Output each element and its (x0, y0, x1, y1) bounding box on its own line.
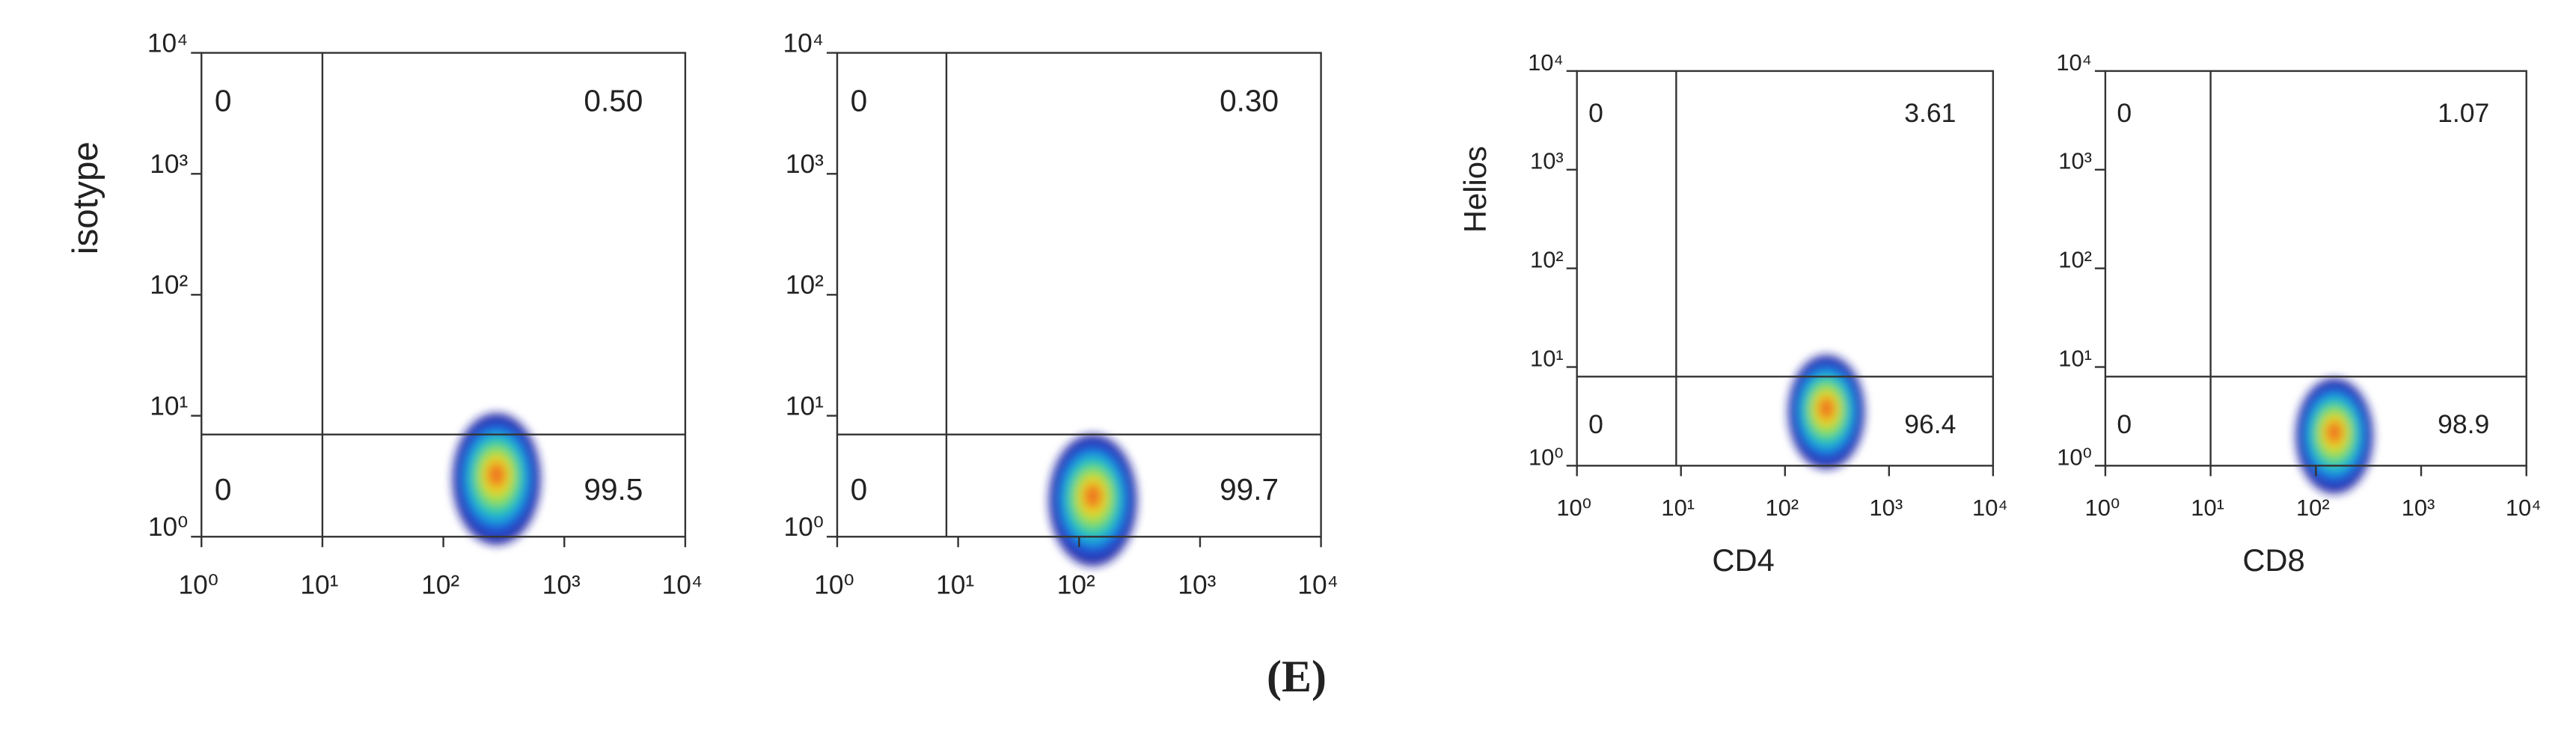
y-tick-label: 10⁴ (147, 28, 188, 58)
x-tick-label: 10⁴ (662, 571, 703, 600)
population (1787, 355, 1865, 469)
quadrant-percent: 0 (851, 472, 868, 507)
quadrant-percent: 98.9 (2438, 409, 2489, 439)
quadrant-percent: 96.4 (1904, 409, 1956, 439)
x-tick-label: 10³ (542, 571, 581, 600)
population (1048, 434, 1137, 566)
quadrant-percent: 0.50 (584, 83, 643, 117)
y-tick-label: 10⁴ (783, 28, 824, 58)
x-axis-label: CD4 (1712, 542, 1774, 578)
x-tick-label: 10⁰ (179, 571, 218, 600)
y-tick-label: 10³ (150, 150, 188, 179)
x-tick-label: 10⁰ (1556, 495, 1591, 521)
y-axis-label: Helios (1457, 146, 1493, 233)
quadrant-percent: 0 (851, 83, 868, 117)
plot-frame (201, 52, 687, 538)
population (2295, 378, 2373, 494)
quadrant-percent: 1.07 (2438, 98, 2489, 128)
y-tick-label: 10⁰ (2057, 444, 2092, 470)
x-tick-label: 10² (1765, 495, 1799, 521)
quadrant-percent: 0 (1588, 98, 1603, 128)
x-tick-label: 10³ (1869, 495, 1903, 521)
quadrant-percent: 0 (2117, 409, 2132, 439)
x-tick-label: 10⁰ (814, 571, 854, 600)
x-tick-label: 10⁴ (1972, 495, 2008, 521)
x-tick-label: 10¹ (300, 571, 338, 600)
x-axis-label: CD8 (2242, 542, 2304, 578)
quadrant-percent: 3.61 (1904, 98, 1956, 128)
x-tick-label: 10⁴ (1297, 571, 1338, 600)
x-tick-label: 10¹ (936, 571, 974, 600)
y-tick-label: 10⁴ (1528, 49, 1564, 76)
x-tick-label: 10² (1057, 571, 1095, 600)
quadrant-percent: 99.7 (1220, 472, 1279, 507)
y-tick-label: 10² (150, 271, 188, 300)
y-tick-label: 10⁰ (1529, 444, 1564, 470)
x-tick-label: 10³ (1178, 571, 1216, 600)
y-tick-label: 10³ (2058, 148, 2092, 174)
quadrant-percent: 99.5 (584, 472, 643, 507)
y-tick-label: 10⁰ (148, 513, 188, 542)
plot-frame (1576, 70, 1995, 467)
quadrant-percent: 0.30 (1220, 83, 1279, 117)
x-tick-label: 10² (421, 571, 459, 600)
y-tick-label: 10² (2058, 247, 2092, 273)
y-tick-label: 10¹ (786, 391, 824, 421)
figure-caption: (E) (1267, 652, 1327, 701)
x-tick-label: 10⁴ (2506, 495, 2542, 521)
x-tick-label: 10¹ (2191, 495, 2224, 521)
x-tick-label: 10² (2296, 495, 2330, 521)
density-level (1083, 484, 1102, 509)
y-axis-label: isotype (66, 141, 105, 254)
x-tick-label: 10¹ (1661, 495, 1695, 521)
x-tick-label: 10⁰ (2085, 495, 2120, 521)
density-level (2326, 421, 2343, 444)
y-tick-label: 10² (1530, 247, 1564, 273)
y-tick-label: 10¹ (150, 391, 188, 421)
y-tick-label: 10¹ (1530, 345, 1564, 371)
quadrant-percent: 0 (1588, 409, 1603, 439)
y-tick-label: 10⁴ (2056, 49, 2092, 76)
y-tick-label: 10² (786, 271, 824, 300)
y-tick-label: 10⁰ (784, 513, 824, 542)
density-level (1818, 397, 1835, 420)
quadrant-percent: 0 (215, 83, 232, 117)
y-tick-label: 10¹ (2058, 345, 2092, 371)
population (452, 413, 541, 545)
x-tick-label: 10³ (2402, 495, 2435, 521)
y-tick-label: 10³ (786, 150, 824, 179)
quadrant-percent: 0 (2117, 98, 2132, 128)
density-level (487, 462, 506, 487)
quadrant-percent: 0 (215, 472, 232, 507)
y-tick-label: 10³ (1530, 148, 1564, 174)
